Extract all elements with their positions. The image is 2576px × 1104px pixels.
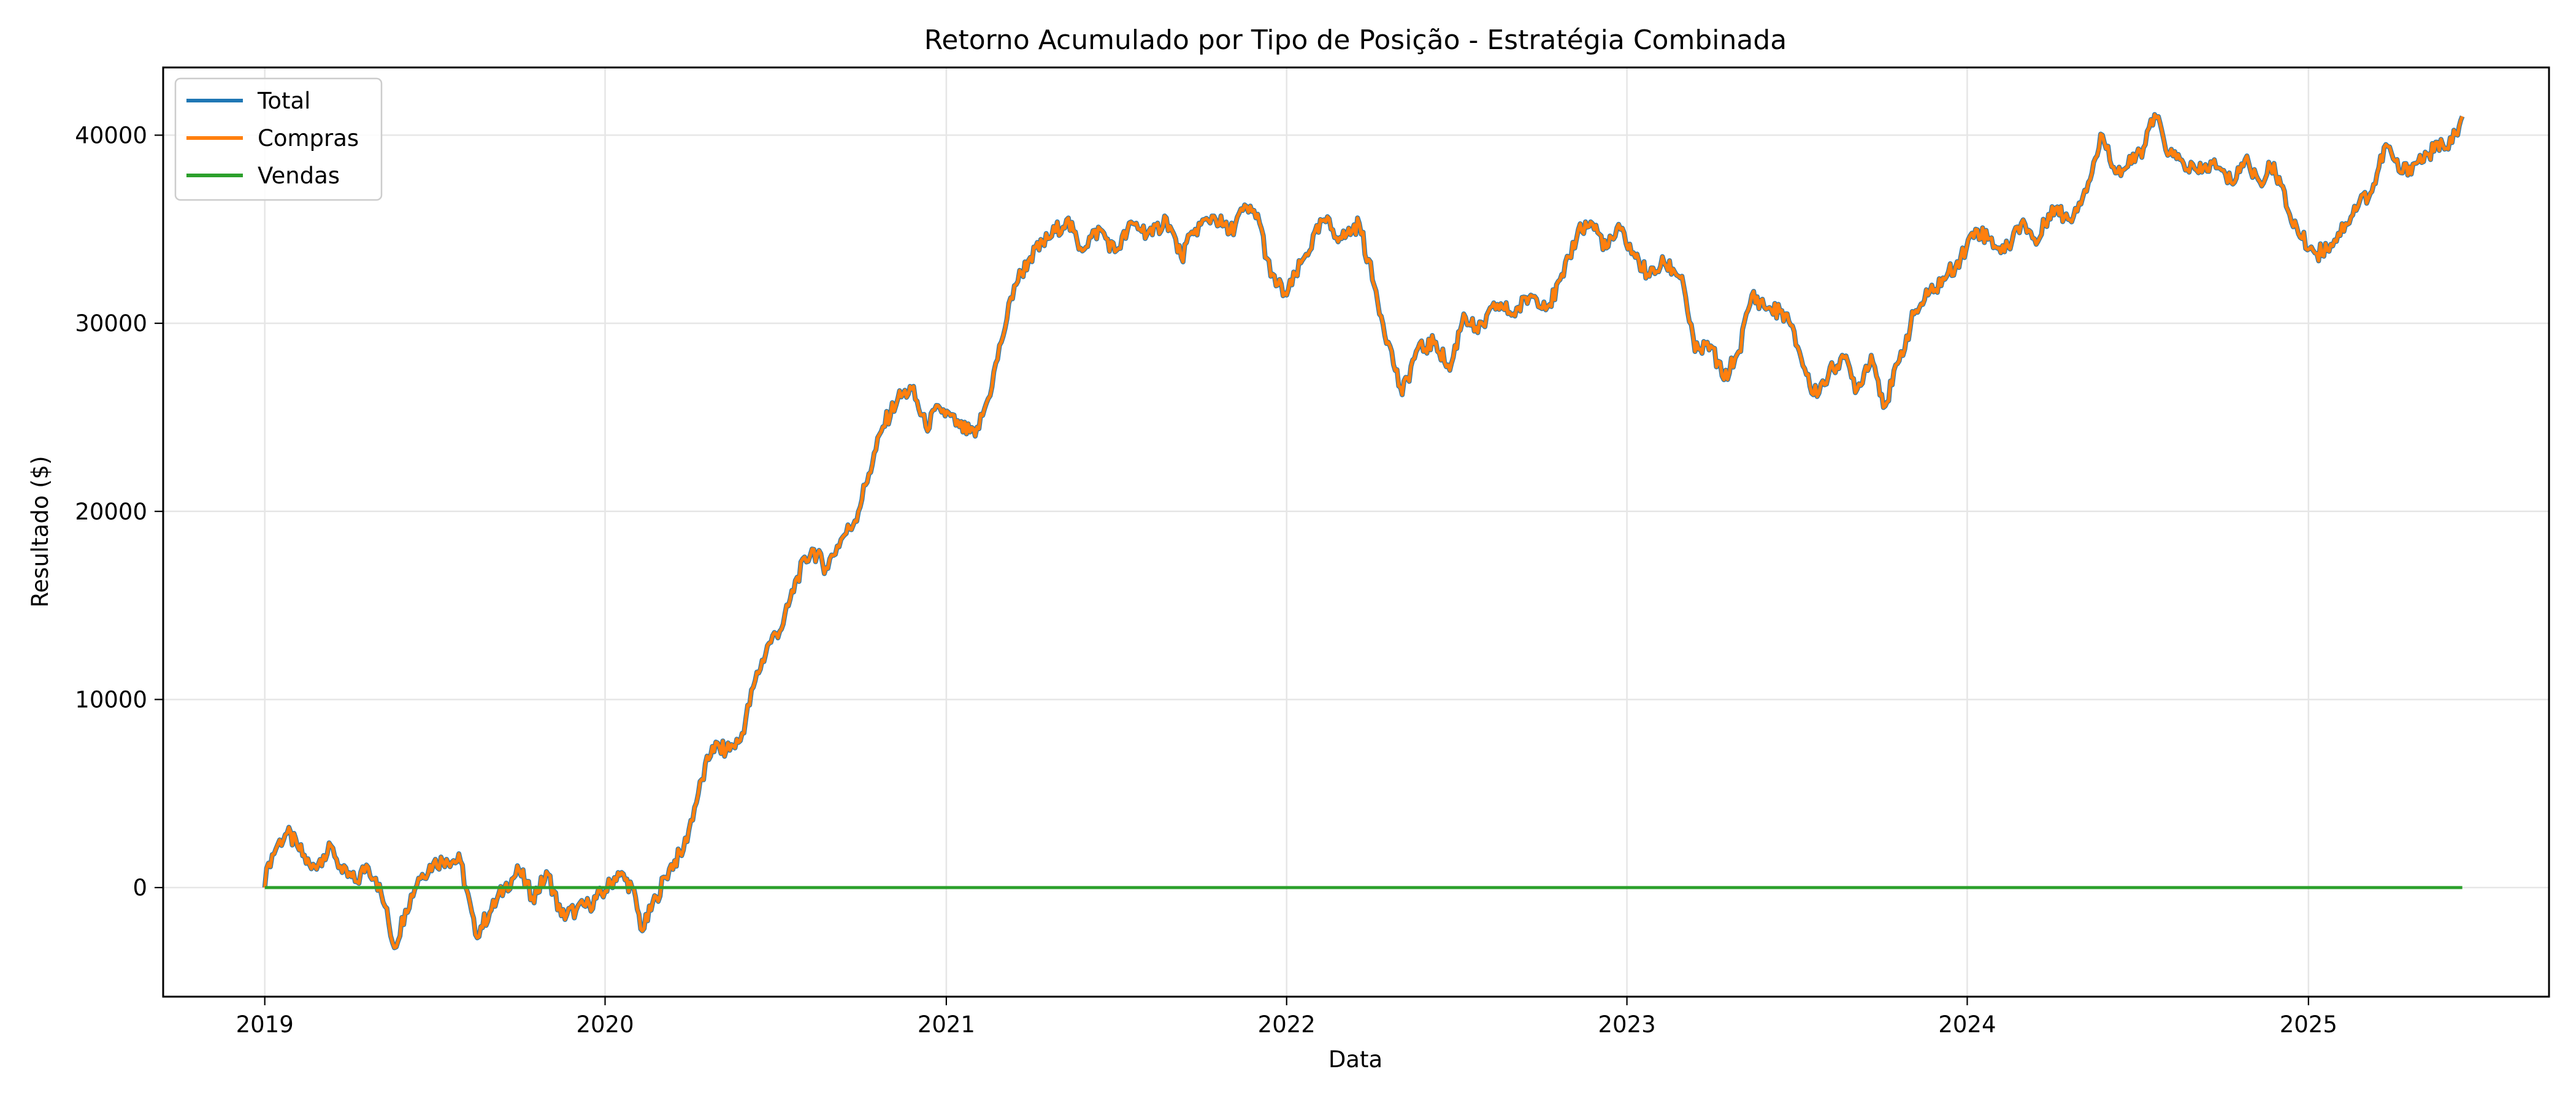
x-tick-label: 2024 (1938, 1011, 1996, 1038)
y-axis-label: Resultado ($) (27, 456, 53, 607)
x-tick-label: 2025 (2280, 1011, 2337, 1038)
y-tick-label: 0 (132, 875, 147, 901)
x-axis-label: Data (1328, 1046, 1382, 1073)
legend-label-vendas: Vendas (258, 163, 340, 189)
x-tick-label: 2020 (576, 1011, 634, 1038)
x-tick-label: 2019 (236, 1011, 294, 1038)
legend-label-compras: Compras (258, 125, 359, 151)
legend-box (174, 77, 383, 201)
x-tick-label: 2022 (1258, 1011, 1316, 1038)
legend-label-total: Total (257, 88, 310, 114)
y-tick-label: 20000 (75, 499, 147, 525)
series-layer (262, 112, 2465, 951)
y-tick-label: 30000 (75, 310, 147, 337)
x-tick-label: 2023 (1598, 1011, 1656, 1038)
x-tick-label: 2021 (918, 1011, 975, 1038)
y-axis: 0 10000 20000 30000 40000 (75, 122, 163, 901)
y-tick-label: 40000 (75, 122, 147, 148)
legend: Total Compras Vendas (174, 77, 383, 201)
x-axis: 2019 2020 2021 2022 2023 2024 2025 (236, 997, 2337, 1038)
chart-title: Retorno Acumulado por Tipo de Posição - … (924, 25, 1787, 56)
plot-frame (162, 66, 2550, 998)
y-tick-label: 10000 (75, 686, 147, 713)
series-line-compras (263, 112, 2464, 950)
